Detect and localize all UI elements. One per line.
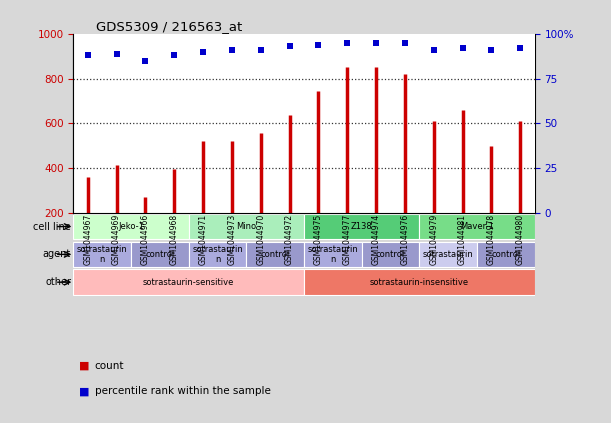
Bar [304, 242, 362, 267]
Text: sotrastaurin
n: sotrastaurin n [192, 244, 243, 264]
Point [169, 52, 179, 59]
Bar [246, 242, 304, 267]
Point [342, 39, 352, 46]
Point [141, 57, 150, 64]
Text: cell line: cell line [33, 222, 71, 231]
Text: ■: ■ [79, 386, 90, 396]
Point [400, 39, 410, 46]
Point [313, 41, 323, 48]
Text: control: control [145, 250, 174, 259]
Bar [73, 242, 131, 267]
Text: control: control [376, 250, 405, 259]
Text: Mino: Mino [236, 222, 257, 231]
Bar [362, 242, 419, 267]
Text: agent: agent [43, 250, 71, 259]
Point [198, 48, 208, 55]
Point [371, 39, 381, 46]
Text: control: control [260, 250, 290, 259]
Bar [304, 269, 535, 295]
Point [486, 47, 496, 53]
Text: control: control [491, 250, 521, 259]
Text: Maver-1: Maver-1 [460, 222, 494, 231]
Bar [189, 214, 304, 239]
Point [83, 52, 93, 59]
Text: sotrastaurin
n: sotrastaurin n [77, 244, 128, 264]
Bar [304, 214, 419, 239]
Text: other: other [45, 277, 71, 287]
Text: GDS5309 / 216563_at: GDS5309 / 216563_at [97, 20, 243, 33]
Bar [131, 242, 189, 267]
Point [256, 47, 266, 53]
Point [285, 43, 295, 50]
Bar [73, 269, 304, 295]
Text: sotrastaurin-sensitive: sotrastaurin-sensitive [143, 277, 235, 287]
Text: Z138: Z138 [351, 222, 373, 231]
Text: Jeko-1: Jeko-1 [118, 222, 144, 231]
Point [227, 47, 237, 53]
Bar [419, 242, 477, 267]
Text: percentile rank within the sample: percentile rank within the sample [95, 386, 271, 396]
Text: sotrastaurin
n: sotrastaurin n [307, 244, 358, 264]
Text: sotrastaurin-insensitive: sotrastaurin-insensitive [370, 277, 469, 287]
Point [458, 45, 467, 52]
Point [112, 50, 122, 57]
Bar [419, 214, 535, 239]
Point [515, 45, 525, 52]
Text: ■: ■ [79, 361, 90, 371]
Bar [189, 242, 246, 267]
Text: count: count [95, 361, 124, 371]
Bar [73, 214, 189, 239]
Text: sotrastaurin: sotrastaurin [423, 250, 474, 259]
Point [429, 47, 439, 53]
Bar [477, 242, 535, 267]
